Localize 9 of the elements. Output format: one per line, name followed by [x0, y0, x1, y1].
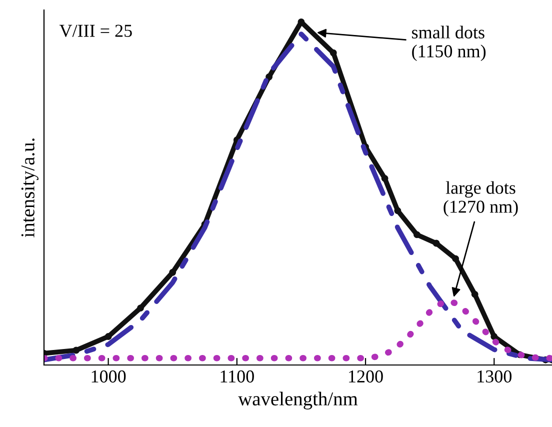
annotation: small dots (1150 nm)	[412, 26, 486, 62]
x-tick-label: 1300	[478, 370, 512, 383]
annotation: large dots (1270 nm)	[444, 181, 518, 216]
x-tick-label: 1200	[349, 370, 383, 383]
y-axis-title: intensity/a.u.	[21, 138, 38, 238]
x-axis-title: wavelength/nm	[238, 392, 358, 410]
x-tick-label: 1000	[92, 370, 126, 383]
x-tick-label: 1100	[220, 370, 254, 383]
annotation: V/III = 25	[59, 24, 132, 38]
